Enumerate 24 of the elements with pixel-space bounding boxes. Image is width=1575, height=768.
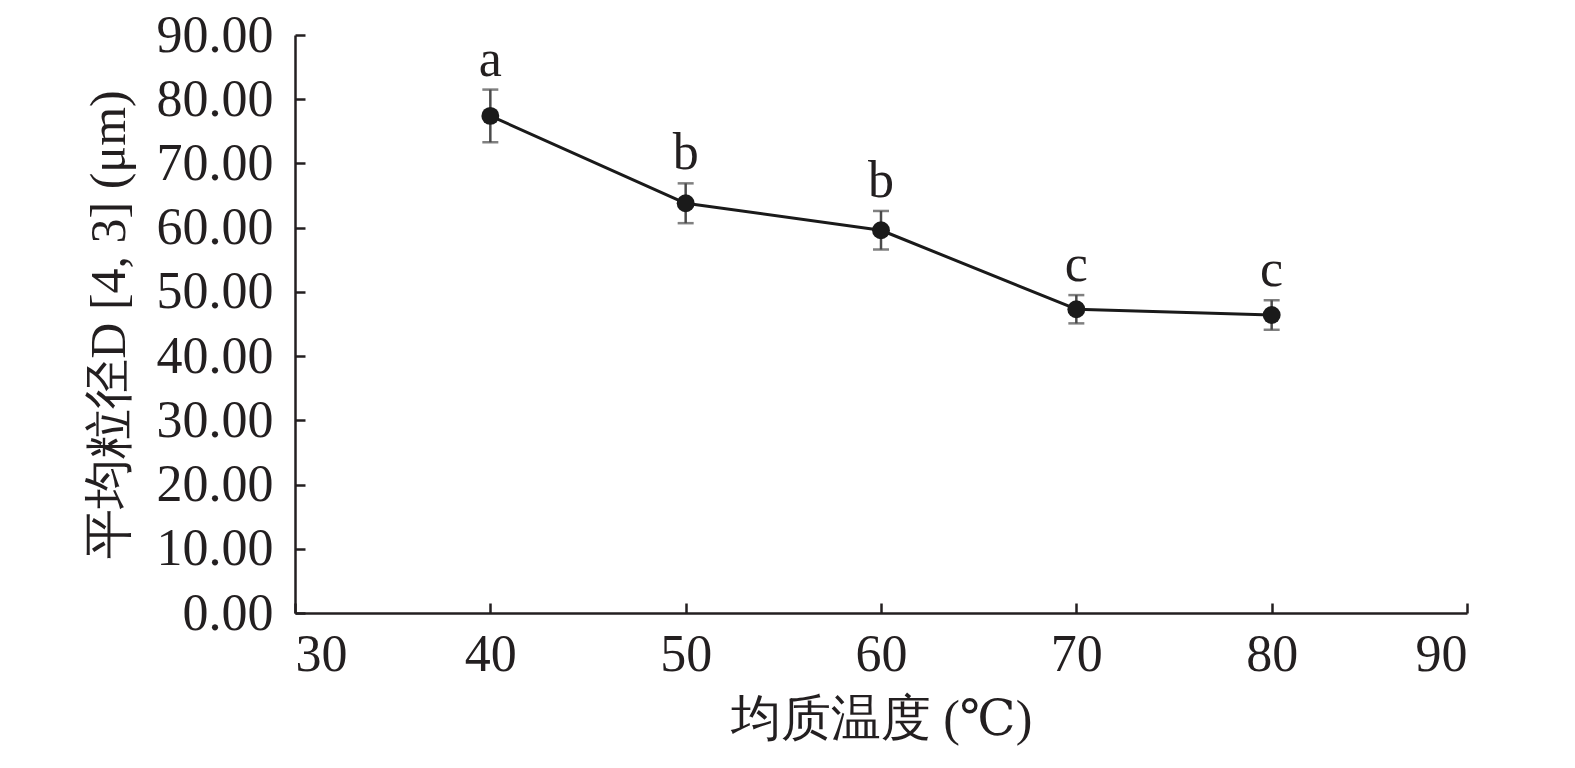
y-tick-label: 0.00 [182,583,274,641]
y-tick-label: 60.00 [156,198,274,256]
x-tick-label: 60 [855,624,908,682]
annotation: a [478,29,502,87]
y-tick-label: 90.00 [156,5,274,63]
y-tick-label: 40.00 [156,326,274,384]
y-tick-label: 20.00 [156,455,274,513]
y-tick-label: 50.00 [156,262,274,320]
y-tick-label: 10.00 [156,519,274,577]
x-tick-label: 40 [464,624,517,682]
annotation: b [868,150,894,208]
x-tick-label: 50 [660,624,713,682]
annotation: b [672,123,699,181]
x-axis-title: 均质温度 (℃) [729,689,1033,746]
x-tick-label: 30 [295,624,348,682]
x-tick-label: 70 [1050,624,1103,682]
y-axis-title: 平均粒径D [4, 3] (μm) [79,90,136,559]
y-tick-label: 80.00 [156,69,274,127]
annotation: c [1064,235,1088,293]
x-tick-label: 80 [1246,624,1299,682]
y-tick-label: 30.00 [156,390,274,448]
annotation: c [1260,240,1284,298]
y-tick-label: 70.00 [156,133,274,191]
x-tick-label: 90 [1415,624,1468,682]
